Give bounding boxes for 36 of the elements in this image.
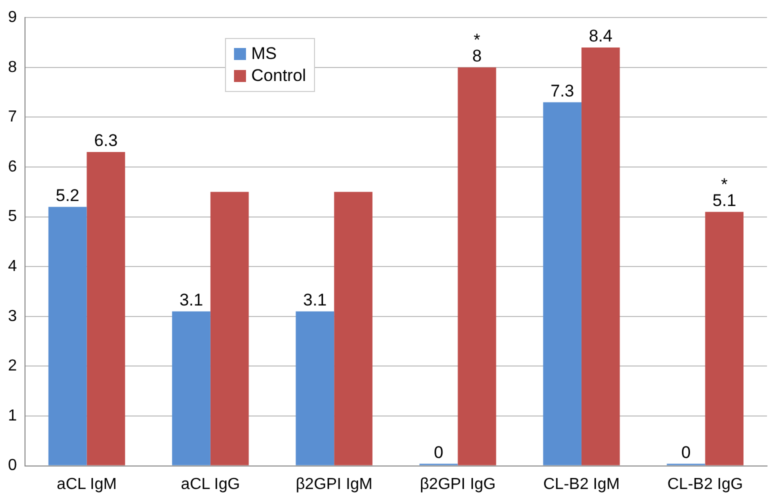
y-tick-label: 2 [8, 358, 17, 375]
data-label: 3.1 [179, 290, 204, 310]
data-label: 8.4 [588, 26, 612, 46]
y-tick-label: 1 [8, 407, 17, 424]
y-tick-label: 7 [8, 108, 17, 126]
y-tick-label: 5 [8, 208, 17, 226]
x-tick-label: aCL IgM [56, 476, 117, 493]
bar [48, 206, 87, 466]
data-label: 0 [434, 442, 444, 462]
x-tick-label: β2GPI IgG [420, 476, 496, 493]
bar [296, 311, 334, 466]
bar [458, 67, 496, 466]
y-tick-label: 6 [8, 158, 17, 176]
bar [172, 311, 210, 466]
x-tick-label: aCL IgG [180, 476, 240, 493]
bar [334, 192, 372, 466]
data-label: 0 [681, 442, 691, 462]
bar [543, 102, 582, 466]
y-tick-label: 3 [8, 308, 17, 325]
x-tick-label: β2GPI IgM [296, 476, 372, 493]
x-tick-label: CL-B2 IgM [543, 476, 620, 493]
data-label: 7.3 [550, 81, 574, 100]
bar [705, 212, 744, 466]
legend-label: Control [251, 64, 306, 87]
bar [581, 47, 620, 466]
bar [86, 152, 126, 466]
legend-label: MS [251, 42, 277, 65]
data-label: 3.1 [303, 290, 327, 310]
x-tick-label: CL-B2 IgG [667, 476, 743, 493]
y-tick-label: 9 [8, 9, 17, 26]
y-tick-label: 0 [8, 457, 17, 474]
data-label: 5.2 [56, 186, 80, 206]
y-tick-label: 8 [8, 58, 17, 76]
y-tick-label: 4 [8, 258, 17, 276]
data-label: 6.3 [94, 131, 118, 150]
bar [210, 192, 249, 466]
